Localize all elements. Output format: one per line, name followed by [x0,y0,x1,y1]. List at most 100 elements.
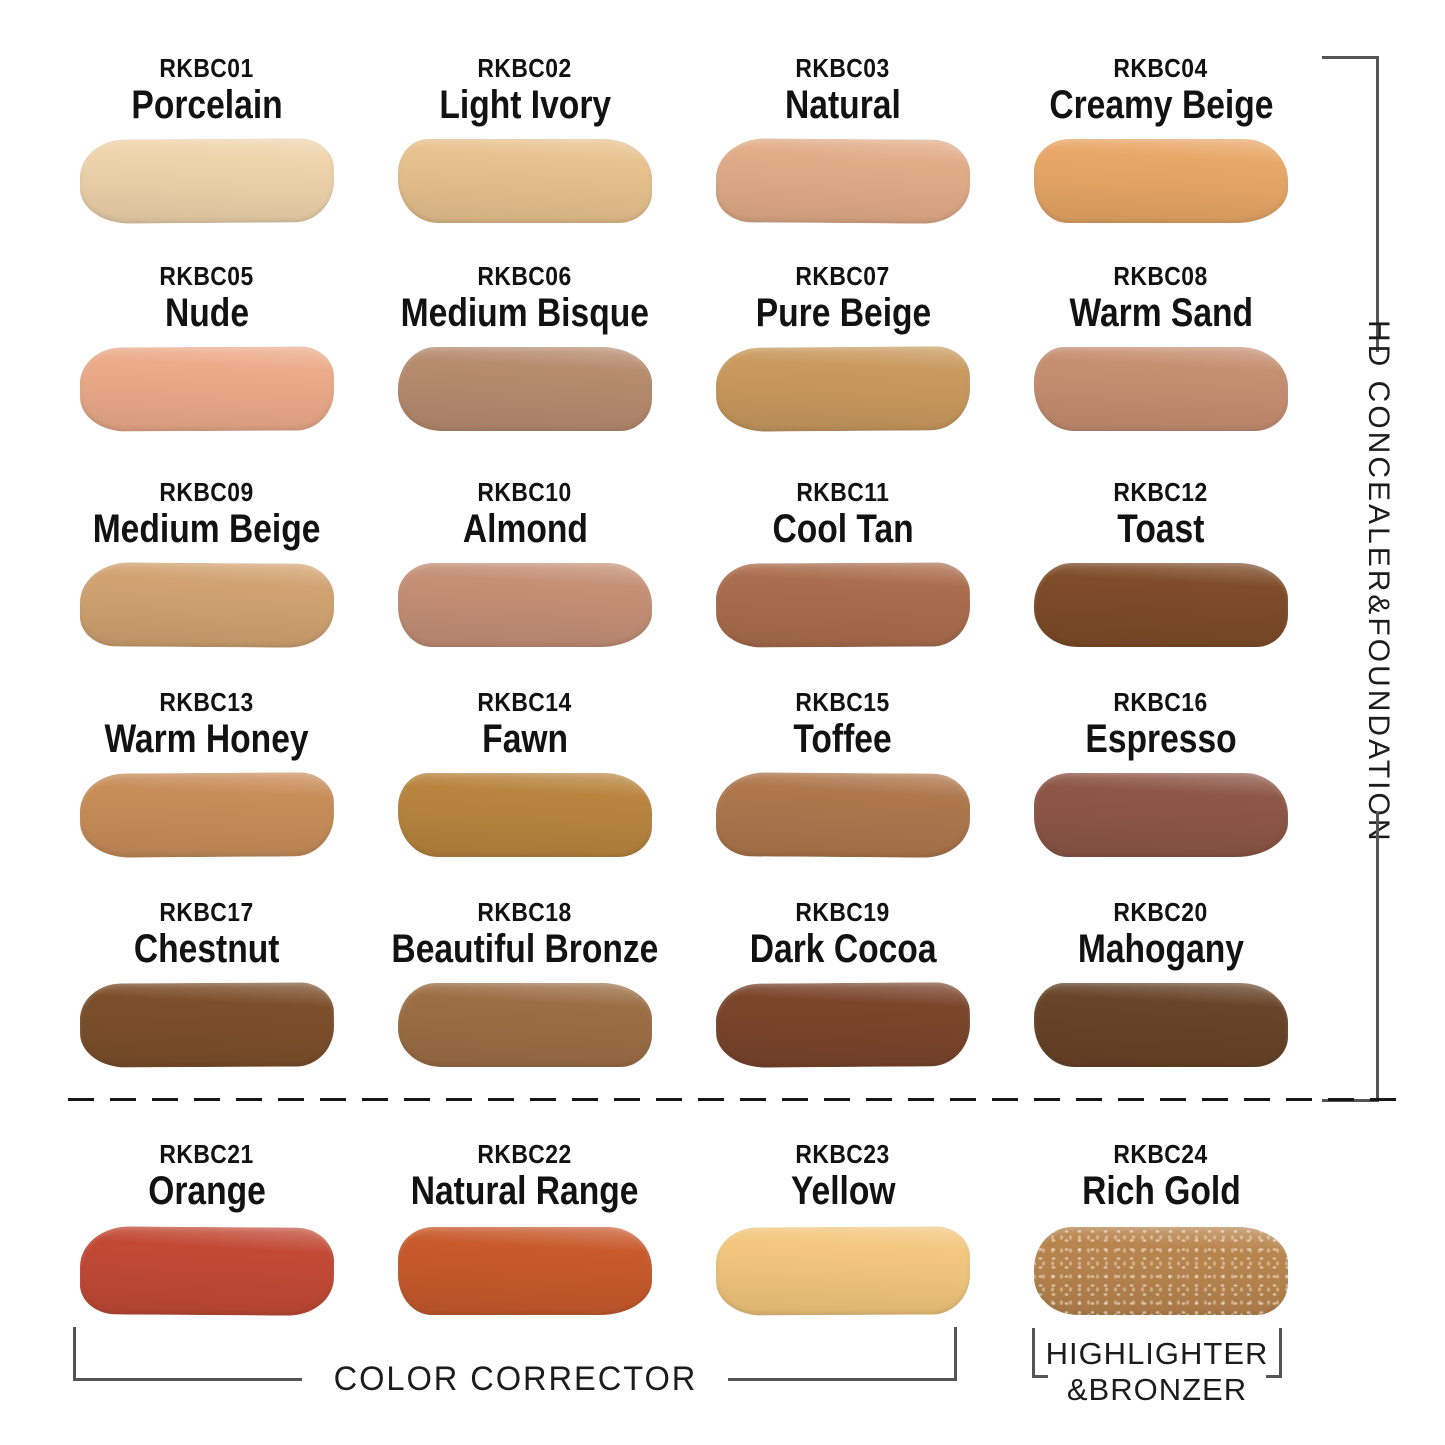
shade-code: RKBC15 [795,687,891,717]
shade-name: Natural [785,82,901,127]
shade-swatch [398,139,652,224]
shade-swatch [79,346,335,432]
swatch-row: RKBC09 Medium Beige RKBC10 Almond RKBC11… [48,477,1320,648]
swatch-row: RKBC01 Porcelain RKBC02 Light Ivory RKBC… [48,53,1320,224]
shade-name: Beautiful Bronze [391,926,659,971]
shade-name: Toffee [793,716,893,761]
shade-name: Warm Sand [1069,290,1253,335]
shade-cell: RKBC08 Warm Sand [1002,261,1320,432]
shade-swatch [1034,1227,1288,1316]
shade-swatch [398,1227,652,1316]
shade-swatch [398,983,652,1068]
swatch-row: RKBC05 Nude RKBC06 Medium Bisque RKBC07 … [48,261,1320,432]
shade-cell: RKBC22 Natural Range [366,1139,684,1316]
shade-code: RKBC16 [1113,687,1209,717]
shade-code: RKBC05 [159,261,255,291]
shade-swatch [79,772,335,858]
shade-swatch [1034,563,1288,648]
shade-code: RKBC11 [796,477,890,507]
shade-code: RKBC12 [1113,477,1209,507]
shade-name: Light Ivory [439,82,611,127]
shade-swatch [1034,347,1288,432]
shade-swatch [398,347,652,432]
shade-name: Cool Tan [772,506,914,551]
shade-cell: RKBC19 Dark Cocoa [684,897,1002,1068]
shade-swatch [79,562,335,648]
shade-swatch [398,773,652,858]
shade-code: RKBC21 [159,1139,255,1169]
shade-cell: RKBC15 Toffee [684,687,1002,858]
shade-code: RKBC14 [477,687,573,717]
shade-code: RKBC17 [159,897,255,927]
shade-cell: RKBC13 Warm Honey [48,687,366,858]
shade-cell: RKBC21 Orange [48,1139,366,1316]
swatch-row: RKBC17 Chestnut RKBC18 Beautiful Bronze … [48,897,1320,1068]
shade-cell: RKBC06 Medium Bisque [366,261,684,432]
dashed-divider [68,1098,1400,1101]
highlighter-bronzer-bracket: HIGHLIGHTER &BRONZER [1032,1328,1282,1412]
shade-cell: RKBC07 Pure Beige [684,261,1002,432]
shade-code: RKBC13 [159,687,255,717]
shade-name: Fawn [482,716,568,761]
section-label-highlighter: HIGHLIGHTER [1045,1336,1269,1371]
shade-name: Porcelain [131,82,283,127]
shade-code: RKBC22 [477,1139,573,1169]
shade-cell: RKBC14 Fawn [366,687,684,858]
shade-swatch [715,772,971,858]
shade-code: RKBC08 [1113,261,1209,291]
shade-cell: RKBC09 Medium Beige [48,477,366,648]
shade-name: Chestnut [134,926,280,971]
shade-name: Natural Range [411,1168,639,1213]
shade-name: Toast [1117,506,1205,551]
shade-name: Almond [462,506,588,551]
shade-swatch [1034,983,1288,1068]
color-corrector-bracket-left [73,1327,76,1380]
shade-cell: RKBC05 Nude [48,261,366,432]
shade-name: Creamy Beige [1048,82,1274,127]
shade-code: RKBC19 [795,897,891,927]
highlighter-bracket-corner-left [1032,1328,1048,1378]
shade-name: Medium Beige [93,506,321,551]
shade-code: RKBC06 [477,261,573,291]
shade-cell: RKBC20 Mahogany [1002,897,1320,1068]
shade-name: Rich Gold [1081,1168,1241,1213]
swatch-row: RKBC13 Warm Honey RKBC14 Fawn RKBC15 Tof… [48,687,1320,858]
color-corrector-bracket-right [954,1327,957,1380]
shade-cell: RKBC17 Chestnut [48,897,366,1068]
shade-code: RKBC23 [795,1139,891,1169]
shade-code: RKBC02 [477,53,573,83]
shade-code: RKBC18 [477,897,573,927]
color-corrector-line-left [73,1377,302,1381]
shade-name: Medium Bisque [400,290,650,335]
shade-cell: RKBC24 Rich Gold [1002,1139,1320,1316]
shade-code: RKBC01 [159,53,255,83]
shade-swatch [79,1226,335,1316]
shade-swatch [398,563,652,648]
shade-swatch [715,562,971,648]
shade-name: Nude [165,290,249,335]
shade-swatch [715,138,971,224]
shade-name: Orange [148,1168,266,1213]
right-bracket-line-top [1376,56,1379,352]
color-corrector-bracket: COLOR CORRECTOR [73,1360,958,1398]
shade-swatch [715,346,971,432]
shade-code: RKBC04 [1113,53,1209,83]
shade-cell: RKBC16 Espresso [1002,687,1320,858]
shade-swatch [79,138,335,224]
highlighter-bracket-corner-right [1266,1328,1282,1378]
shade-cell: RKBC18 Beautiful Bronze [366,897,684,1068]
shade-name: Pure Beige [755,290,931,335]
shade-name: Espresso [1085,716,1237,761]
shade-cell: RKBC23 Yellow [684,1139,1002,1316]
shade-cell: RKBC01 Porcelain [48,53,366,224]
shade-code: RKBC03 [795,53,891,83]
shade-cell: RKBC02 Light Ivory [366,53,684,224]
shade-swatch [715,1226,971,1316]
swatch-row: RKBC21 Orange RKBC22 Natural Range RKBC2… [48,1139,1320,1316]
shade-name: Yellow [790,1168,896,1213]
shade-cell: RKBC10 Almond [366,477,684,648]
shade-swatch [715,982,971,1068]
section-label-concealer-foundation: HD CONCEALER&FOUNDATION [1362,320,1395,844]
shade-name: Dark Cocoa [749,926,937,971]
